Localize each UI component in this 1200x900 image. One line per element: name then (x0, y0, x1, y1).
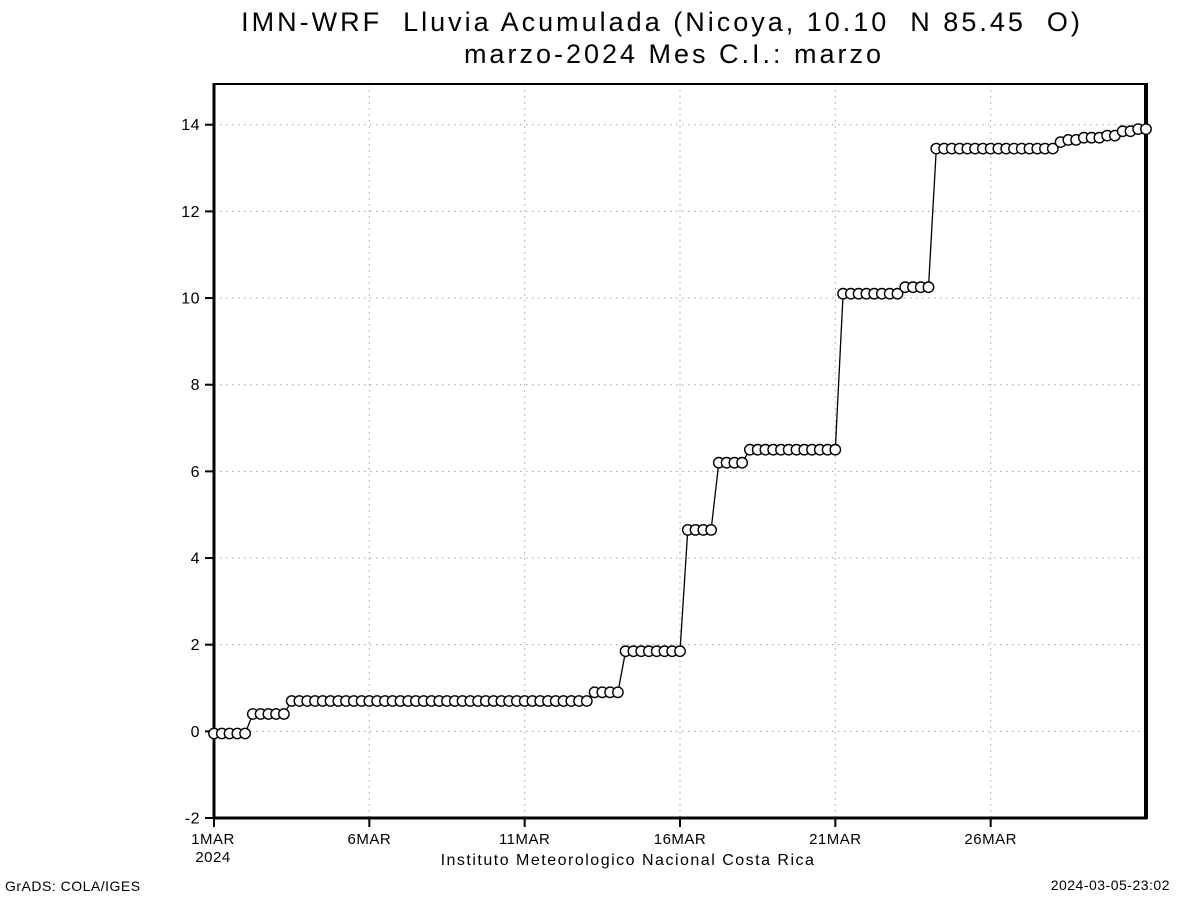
data-point-marker (736, 456, 748, 469)
data-point-marker (705, 524, 717, 536)
data-point-marker (1046, 142, 1059, 155)
chart-title: IMN-WRF Lluvia Acumulada (Nicoya, 10.10 … (241, 7, 1083, 37)
data-point-marker (580, 695, 593, 707)
x-tick-year-label: 2024 (195, 849, 230, 866)
x-tick-label: 11MAR (499, 831, 550, 848)
y-tick-label: 0 (191, 724, 200, 741)
x-tick-label: 1MAR (191, 831, 235, 848)
grads-credit-label: GrADS: COLA/IGES (5, 878, 141, 894)
data-point-marker (922, 281, 935, 294)
data-point-marker (277, 708, 290, 720)
x-tick-label: 6MAR (347, 831, 391, 848)
rainfall-series-line (214, 128, 1146, 735)
y-tick-label: 6 (191, 464, 200, 481)
data-point-marker (239, 727, 252, 740)
data-point-marker (1140, 123, 1152, 136)
data-point-marker (829, 443, 842, 456)
y-tick-label: -2 (185, 811, 200, 828)
creation-timestamp: 2024-03-05-23:02 (1050, 877, 1170, 893)
y-tick-label: 10 (181, 291, 200, 308)
data-point-marker (612, 686, 624, 699)
y-tick-label: 8 (191, 377, 200, 394)
data-point-marker (891, 287, 904, 300)
institute-caption: Instituto Meteorologico Nacional Costa R… (440, 852, 816, 869)
y-tick-label: 12 (181, 204, 200, 221)
y-tick-label: 2 (191, 637, 200, 654)
x-tick-label: 16MAR (654, 831, 707, 848)
y-tick-label: 14 (181, 117, 200, 134)
x-tick-label: 21MAR (809, 831, 862, 848)
x-tick-label: 26MAR (964, 831, 1017, 848)
y-tick-label: 4 (191, 551, 200, 568)
chart-subtitle: marzo-2024 Mes C.I.: marzo (463, 39, 885, 69)
data-point-marker (674, 645, 686, 658)
